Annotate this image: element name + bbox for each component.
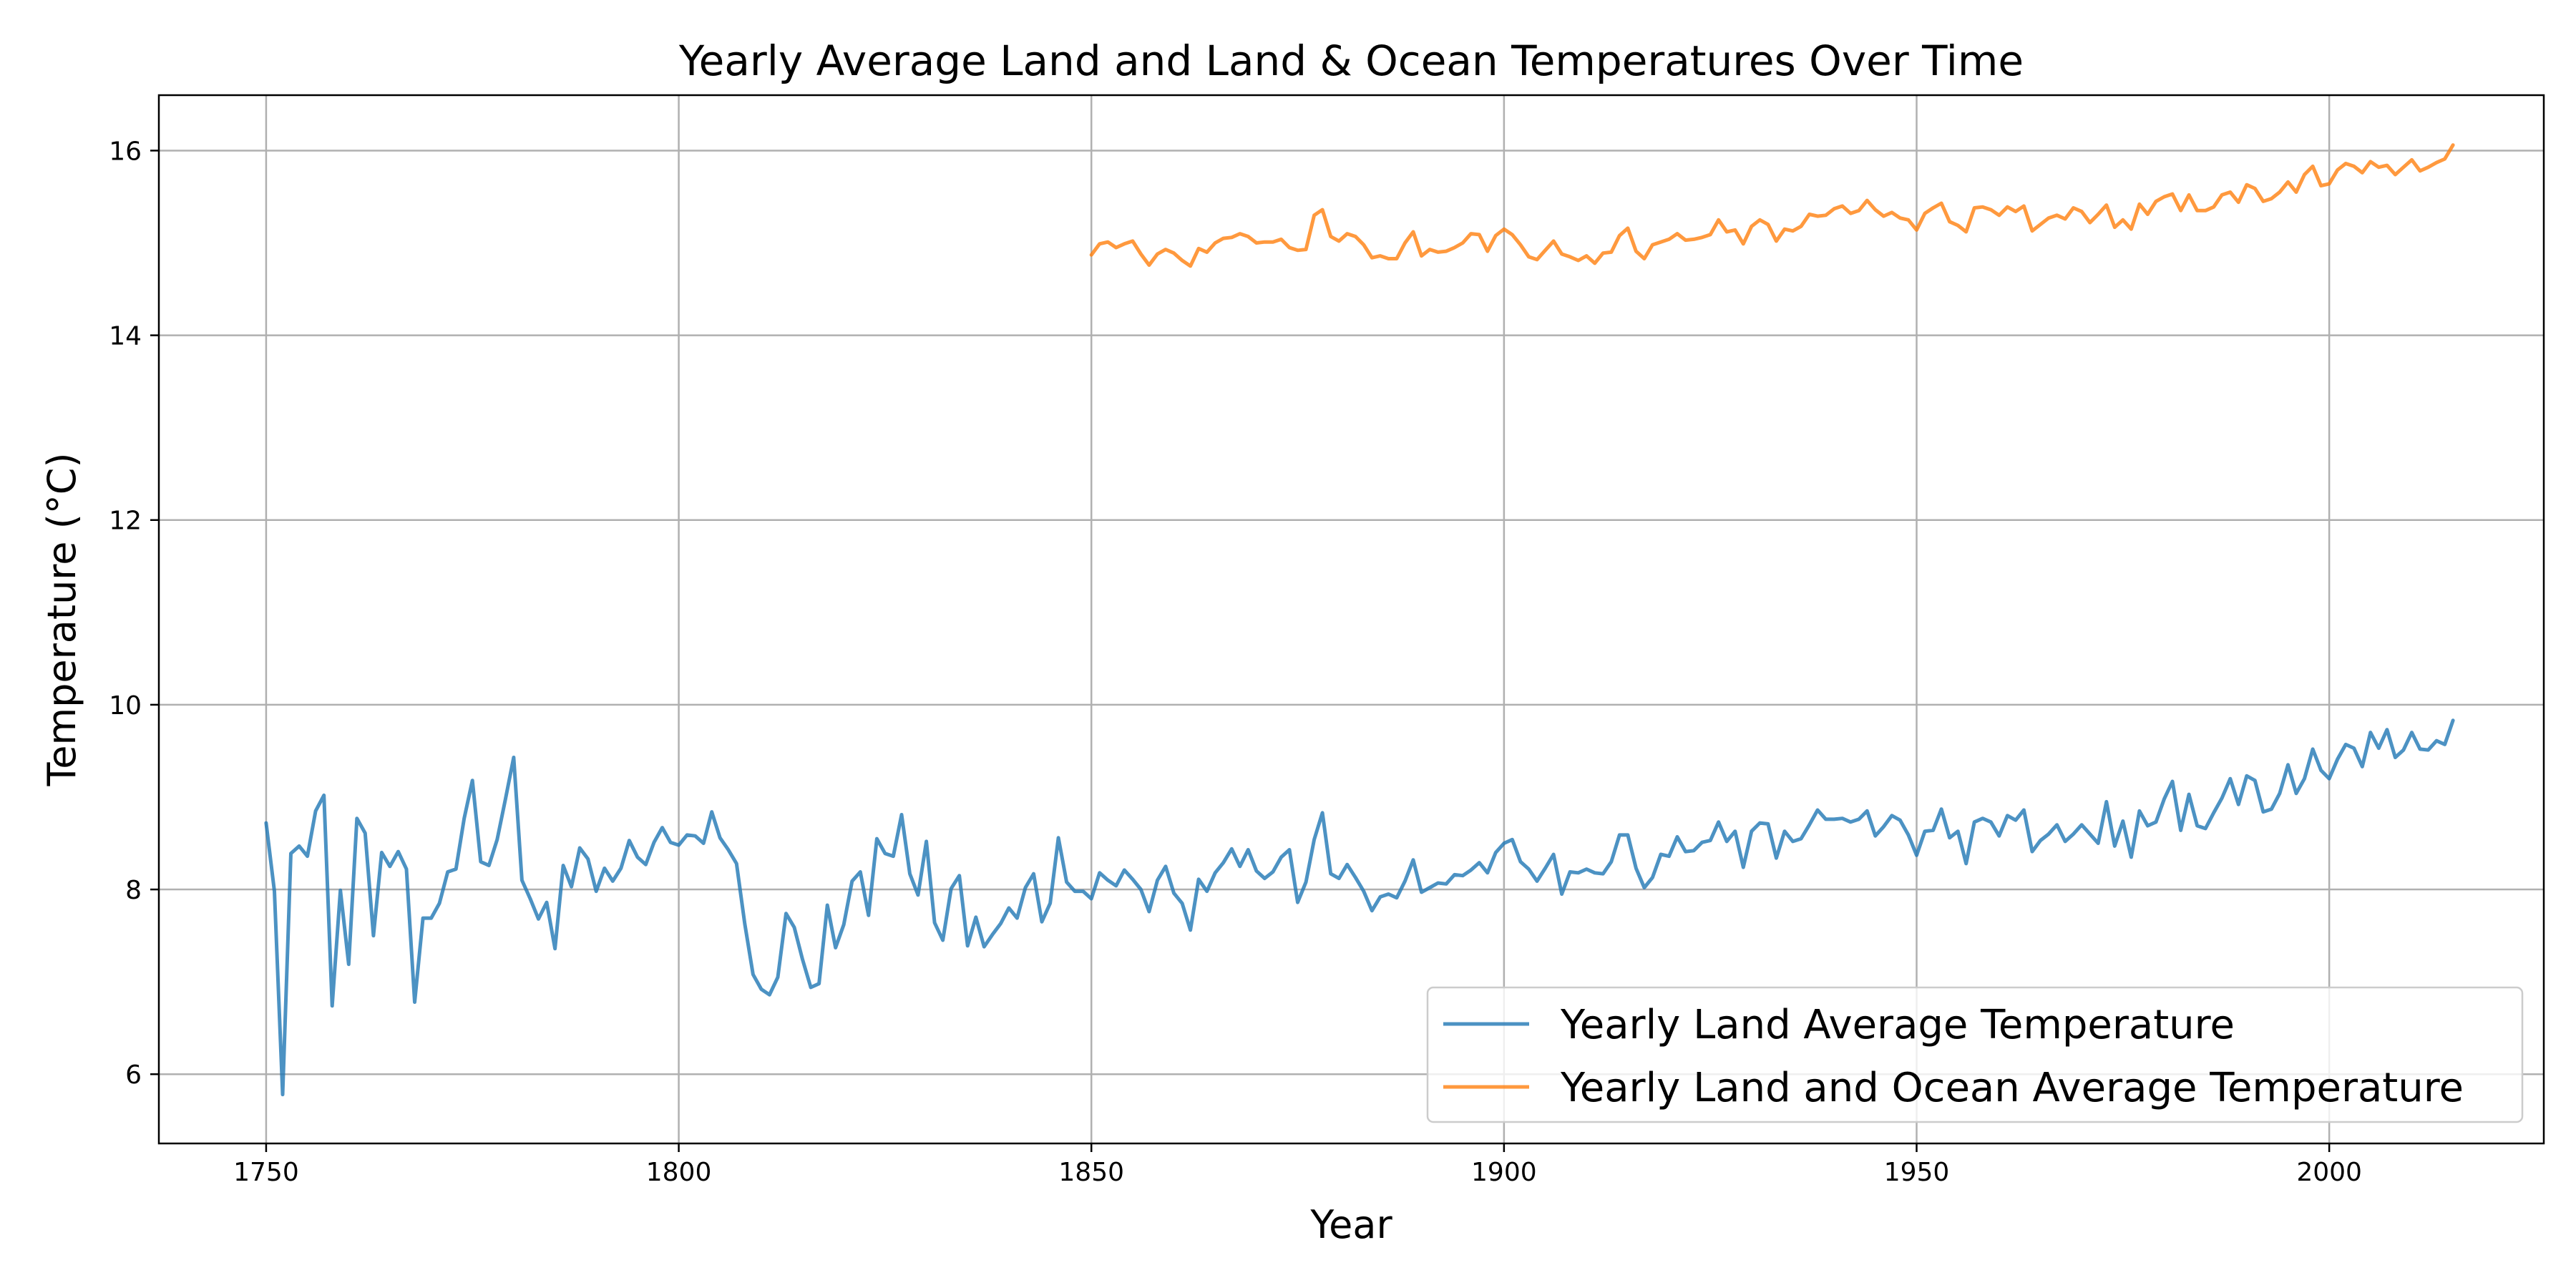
y-tick-label-12: 12 [109, 507, 142, 536]
y-tick-label-6: 6 [125, 1060, 142, 1090]
y-tick-label-16: 16 [109, 137, 142, 166]
y-axis-label: Temperature (°C) [39, 452, 84, 786]
legend: Yearly Land Average Temperature Yearly L… [1426, 986, 2524, 1123]
x-tick-label-2000: 2000 [2296, 1158, 2362, 1187]
plot-frame [157, 94, 2545, 1145]
x-tick-label-1900: 1900 [1471, 1158, 1537, 1187]
legend-label-land-ocean: Yearly Land and Ocean Average Temperatur… [1560, 1065, 2464, 1111]
x-tick-label-1800: 1800 [646, 1158, 712, 1187]
y-tick-label-14: 14 [109, 322, 142, 351]
legend-label-land: Yearly Land Average Temperature [1560, 1002, 2235, 1048]
ticks: 1750 1800 1850 1900 1950 2000 6 8 10 12 14 16 [109, 137, 2362, 1187]
chart-title: Yearly Average Land and Land & Ocean Tem… [678, 36, 2024, 85]
x-tick-label-1850: 1850 [1058, 1158, 1124, 1187]
x-tick-label-1750: 1750 [233, 1158, 299, 1187]
x-tick-label-1950: 1950 [1884, 1158, 1950, 1187]
series-layer [264, 143, 2455, 1097]
y-tick-label-8: 8 [125, 876, 142, 905]
legend-box [1426, 986, 2524, 1123]
series-line-land-ocean [1089, 143, 2455, 268]
y-tick-label-10: 10 [109, 691, 142, 721]
x-axis-label: Year [1309, 1202, 1392, 1247]
series-line-land [264, 718, 2455, 1097]
